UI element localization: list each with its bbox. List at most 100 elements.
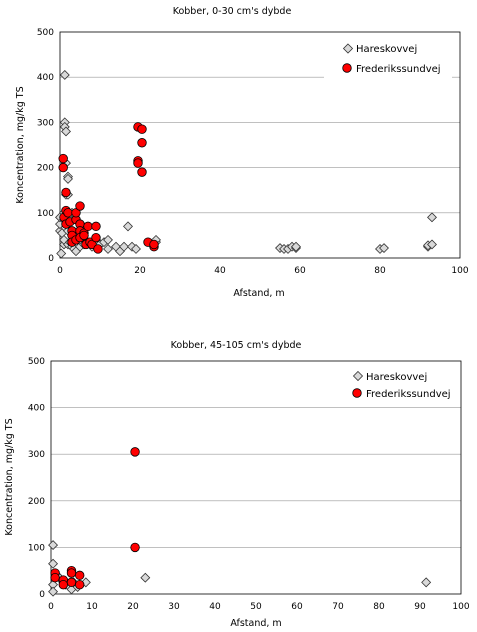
legend-label: Frederikssundvej	[366, 389, 451, 400]
data-point-frederikssundvej	[137, 138, 147, 148]
x-tick-label: 30	[168, 602, 180, 612]
data-point-hareskovvej	[59, 69, 70, 80]
x-tick-label: 40	[209, 602, 221, 612]
x-tick-label: 60	[294, 266, 306, 276]
y-tick-label: 100	[28, 543, 45, 553]
data-point-hareskovvej	[48, 540, 59, 551]
x-tick-label: 60	[291, 602, 303, 612]
legend-label: Frederikssundvej	[356, 64, 441, 75]
data-point-frederikssundvej	[83, 221, 93, 232]
data-point-frederikssundvej	[93, 244, 103, 254]
data-point-frederikssundvej	[130, 542, 140, 553]
x-tick-label: 80	[373, 602, 385, 612]
x-axis-label: Afstand, m	[233, 288, 284, 299]
y-tick-label: 400	[37, 73, 54, 83]
data-point-hareskovvej	[48, 558, 59, 569]
y-tick-labels: 0 100 200 300 400 500	[37, 28, 54, 264]
y-tick-label: 0	[48, 254, 54, 264]
data-point-frederikssundvej	[66, 568, 77, 578]
data-point-hareskovvej	[421, 577, 432, 588]
y-tick-label: 200	[28, 497, 45, 507]
data-point-frederikssundvej	[149, 239, 159, 250]
data-point-frederikssundvej	[63, 208, 73, 218]
plot-area-frame	[50, 360, 462, 595]
data-points	[55, 69, 437, 259]
x-tick-label: 90	[414, 602, 426, 612]
legend-circle-marker	[342, 63, 352, 73]
y-tick-label: 400	[28, 404, 45, 414]
data-point-hareskovvej	[131, 243, 141, 254]
data-point-frederikssundvej	[58, 579, 69, 590]
chart-title: Kobber, 0-30 cm's dybde	[173, 6, 292, 17]
data-points	[48, 447, 432, 597]
data-point-hareskovvej	[140, 572, 151, 583]
y-tick-labels: 0 100 200 300 400 500	[28, 357, 45, 600]
x-tick-label: 10	[86, 602, 98, 612]
chart-bottom: Kobber, 45-105 cm's dybde 01002003004005…	[4, 340, 470, 629]
data-point-frederikssundvej	[74, 570, 85, 581]
x-tick-label: 50	[250, 602, 262, 612]
legend-label: Hareskovvej	[366, 372, 427, 383]
x-tick-label: 40	[214, 266, 226, 276]
legend-diamond-marker	[342, 43, 354, 54]
x-tick-label: 20	[127, 602, 139, 612]
x-tick-labels: 0 20 40 60 80 100	[57, 266, 469, 276]
y-axis-label: Koncentration, mg/kg TS	[15, 86, 26, 203]
chart-title: Kobber, 45-105 cm's dybde	[171, 340, 302, 351]
data-point-frederikssundvej	[75, 201, 85, 211]
y-axis-label: Koncentration, mg/kg TS	[4, 418, 15, 535]
x-tick-label: 70	[332, 602, 344, 612]
x-axis-label: Afstand, m	[230, 618, 281, 629]
data-point-frederikssundvej	[133, 158, 143, 168]
y-tick-label: 300	[37, 118, 54, 128]
data-point-hareskovvej	[61, 126, 71, 137]
data-point-frederikssundvej	[79, 230, 89, 241]
legend-diamond-marker	[352, 370, 364, 382]
data-point-frederikssundvej	[130, 447, 140, 457]
legend: Hareskovvej Frederikssundvej	[324, 40, 452, 80]
data-point-frederikssundvej	[91, 232, 101, 243]
data-point-frederikssundvej	[137, 167, 147, 177]
data-point-frederikssundvej	[58, 162, 68, 173]
data-point-frederikssundvej	[137, 124, 147, 134]
data-point-hareskovvej	[427, 239, 437, 250]
data-point-frederikssundvej	[50, 572, 60, 583]
x-tick-label: 20	[134, 266, 146, 276]
data-point-hareskovvej	[379, 243, 389, 254]
y-tick-label: 500	[37, 28, 54, 38]
data-point-hareskovvej	[103, 243, 113, 254]
data-point-frederikssundvej	[71, 208, 81, 218]
x-tick-label: 100	[451, 266, 468, 276]
chart-top: Kobber, 0-30 cm's dybde 0100200300400500…	[15, 6, 469, 299]
x-tick-label: 80	[374, 266, 386, 276]
data-point-hareskovvej	[427, 212, 437, 223]
legend: Hareskovvej Frederikssundvej	[344, 368, 454, 404]
data-point-frederikssundvej	[66, 577, 77, 588]
data-point-hareskovvej	[48, 586, 59, 597]
data-point-frederikssundvej	[74, 579, 85, 590]
gridlines	[60, 76, 460, 214]
y-tick-label: 200	[37, 164, 54, 174]
gridlines	[51, 407, 461, 548]
legend-box	[344, 368, 454, 404]
y-tick-label: 500	[28, 357, 45, 367]
x-tick-label: 0	[48, 602, 54, 612]
x-tick-label: 0	[57, 266, 63, 276]
legend-label: Hareskovvej	[356, 44, 417, 55]
y-tick-label: 100	[37, 209, 54, 219]
data-point-hareskovvej	[119, 241, 129, 252]
legend-circle-marker	[352, 388, 362, 398]
y-tick-label: 0	[39, 590, 45, 600]
data-point-hareskovvej	[103, 234, 113, 245]
data-point-frederikssundvej	[58, 153, 68, 164]
data-point-hareskovvej	[123, 221, 133, 232]
plot-area-frame	[59, 31, 461, 259]
x-tick-label: 100	[452, 602, 469, 612]
data-point-hareskovvej	[63, 173, 73, 184]
data-point-hareskovvej	[291, 241, 301, 252]
data-point-frederikssundvej	[61, 187, 71, 198]
data-point-frederikssundvej	[91, 221, 101, 232]
x-tick-labels: 0 10 20 30 40 50 60 70 80 90 100	[48, 602, 470, 612]
y-tick-label: 300	[28, 450, 45, 460]
